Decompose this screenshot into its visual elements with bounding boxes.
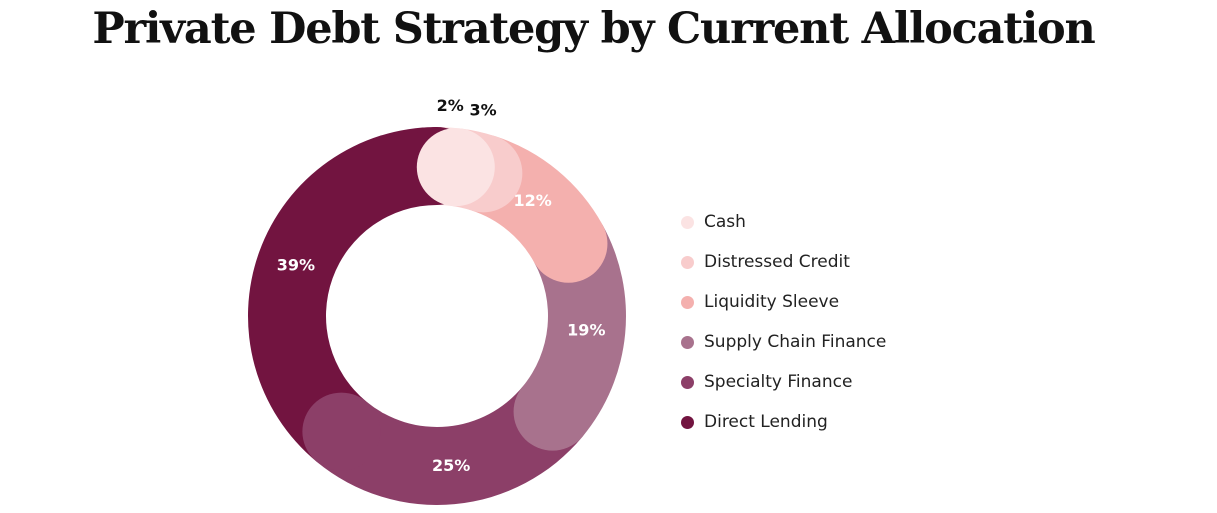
slice-label-cash: 2% bbox=[437, 96, 464, 115]
legend-item-supply-chain-finance: Supply Chain Finance bbox=[681, 322, 886, 362]
legend-item-cash: Cash bbox=[681, 202, 886, 242]
legend-label-supply-chain-finance: Supply Chain Finance bbox=[704, 332, 887, 352]
legend-item-liquidity-sleeve: Liquidity Sleeve bbox=[681, 282, 886, 322]
legend-label-direct-lending: Direct Lending bbox=[704, 412, 828, 432]
slice-label-liquidity-sleeve: 12% bbox=[513, 191, 551, 210]
slice-cap-liquidity-sleeve bbox=[529, 204, 608, 283]
slice-label-specialty-finance: 25% bbox=[432, 456, 470, 475]
legend-swatch-direct-lending bbox=[681, 415, 694, 429]
slice-cap-supply-chain-finance bbox=[513, 372, 592, 451]
slice-direct-lending bbox=[247, 127, 437, 462]
slice-labels: 2% 3% 12% 19% 25% 39% bbox=[277, 96, 606, 475]
chart-title: Private Debt Strategy by Current Allocat… bbox=[92, 4, 1095, 54]
legend-swatch-supply-chain-finance bbox=[681, 335, 694, 349]
legend-swatch-specialty-finance bbox=[681, 375, 694, 389]
legend-swatch-liquidity-sleeve bbox=[681, 295, 694, 309]
slice-label-direct-lending: 39% bbox=[277, 256, 315, 275]
donut-slices bbox=[247, 127, 626, 506]
slice-cap-specialty-finance bbox=[302, 392, 381, 471]
legend-swatch-cash bbox=[681, 215, 694, 229]
slice-label-supply-chain-finance: 19% bbox=[567, 321, 605, 340]
legend-label-distressed-credit: Distressed Credit bbox=[704, 252, 850, 272]
legend-item-distressed-credit: Distressed Credit bbox=[681, 242, 886, 282]
legend-label-cash: Cash bbox=[704, 212, 746, 232]
legend-label-liquidity-sleeve: Liquidity Sleeve bbox=[704, 292, 840, 312]
legend: Cash Distressed Credit Liquidity Sleeve Sup… bbox=[681, 202, 886, 442]
legend-item-direct-lending: Direct Lending bbox=[681, 402, 886, 442]
legend-item-specialty-finance: Specialty Finance bbox=[681, 362, 886, 402]
legend-swatch-distressed-credit bbox=[681, 255, 694, 269]
slice-label-distressed-credit: 3% bbox=[469, 101, 496, 120]
legend-label-specialty-finance: Specialty Finance bbox=[704, 372, 853, 392]
slice-cap-cash bbox=[416, 128, 495, 207]
